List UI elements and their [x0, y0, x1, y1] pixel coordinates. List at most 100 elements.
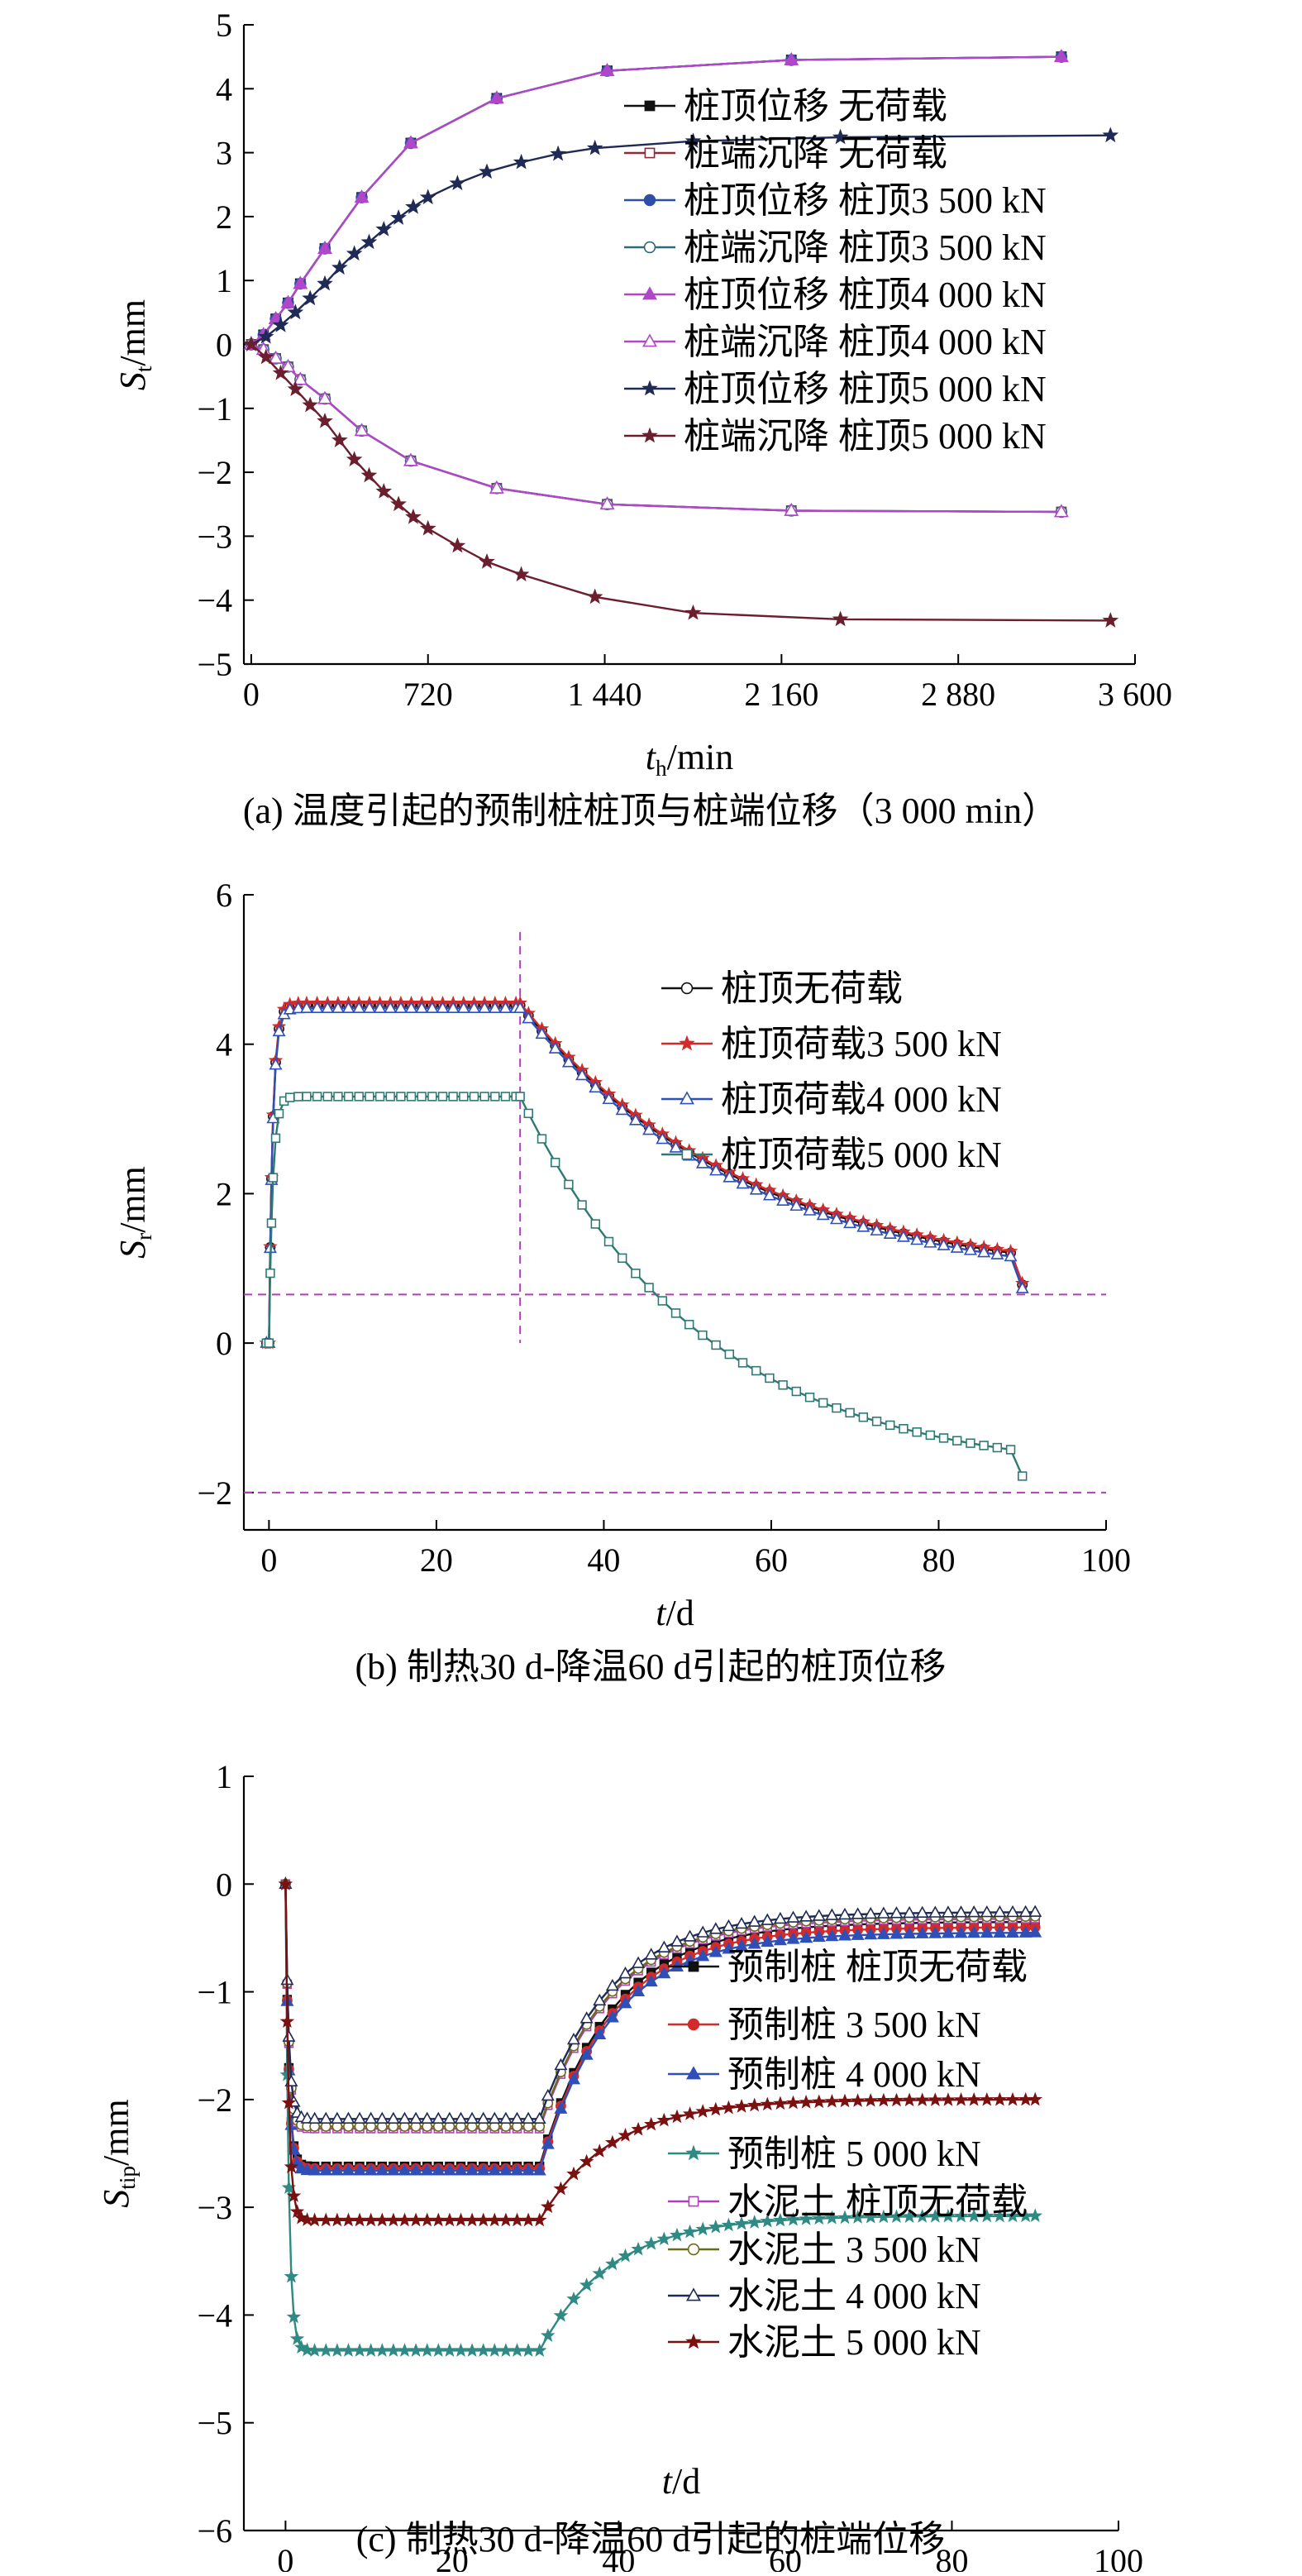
data-point — [427, 1092, 437, 1102]
data-point — [417, 1092, 427, 1102]
data-point — [287, 380, 304, 397]
y-tick-label: −1 — [197, 390, 232, 428]
data-point — [980, 2091, 994, 2106]
data-point — [747, 1937, 761, 1949]
data-point — [419, 189, 436, 205]
x-axis-label: t/d — [662, 2461, 700, 2502]
data-point — [264, 1338, 274, 1348]
data-point — [786, 1910, 800, 1923]
data-point — [912, 1427, 922, 1437]
data-point — [863, 2093, 878, 2107]
data-point — [331, 1001, 345, 1014]
legend-item: 桩顶位移 桩顶3 500 kN — [624, 180, 1047, 221]
x-tick-label: 100 — [1081, 1541, 1131, 1579]
data-point — [708, 1945, 723, 1957]
data-point — [938, 1433, 949, 1443]
data-point — [773, 2212, 788, 2227]
legend-marker — [686, 2066, 701, 2080]
data-point — [858, 1412, 869, 1422]
data-point — [773, 1933, 787, 1946]
data-point — [966, 1438, 975, 1448]
data-point — [465, 2111, 479, 2124]
legend-label: 预制桩 3 500 kN — [727, 2005, 981, 2045]
data-point — [532, 2343, 547, 2357]
data-point — [274, 1108, 284, 1119]
data-point — [593, 2027, 607, 2040]
data-point — [523, 1108, 533, 1119]
data-point — [282, 2029, 296, 2042]
data-point — [532, 2212, 547, 2227]
data-point — [317, 412, 333, 428]
data-point — [299, 1001, 313, 1014]
data-point — [708, 2101, 723, 2116]
y-tick-label: 2 — [216, 198, 232, 236]
data-point — [734, 2215, 749, 2230]
legend-marker — [680, 1091, 694, 1105]
data-point — [683, 1929, 697, 1942]
legend-item: 桩顶荷载4 000 kN — [661, 1079, 1002, 1120]
data-point — [928, 2208, 943, 2223]
data-point — [280, 294, 296, 308]
legend-item: 桩顶荷载5 000 kN — [661, 1135, 1002, 1175]
data-point — [449, 537, 466, 553]
data-point — [454, 2163, 468, 2176]
x-tick-label: 40 — [587, 1541, 620, 1579]
x-tick-label: 100 — [1094, 2542, 1143, 2572]
data-point — [876, 1906, 890, 1919]
x-tick-label: 60 — [769, 2542, 802, 2572]
legend-item: 桩端沉降 桩顶3 500 kN — [624, 227, 1047, 268]
data-point — [1018, 1471, 1028, 1481]
data-point — [954, 1905, 968, 1918]
data-point — [979, 1441, 989, 1450]
data-point — [286, 2309, 302, 2324]
data-point — [941, 1926, 955, 1938]
y-tick-label: 1 — [216, 262, 232, 299]
data-point — [837, 2210, 852, 2225]
y-tick-label: 0 — [216, 1866, 232, 1903]
data-point — [396, 1092, 406, 1102]
data-point — [786, 1932, 800, 1944]
data-point — [322, 1092, 332, 1102]
legend-marker — [642, 333, 657, 347]
data-point — [459, 1092, 469, 1102]
data-point — [515, 1092, 525, 1102]
data-point — [843, 1216, 857, 1229]
data-point — [889, 1927, 904, 1939]
data-point — [353, 2111, 367, 2124]
data-point — [319, 2111, 333, 2124]
legend-item: 水泥土 4 000 kN — [668, 2276, 981, 2316]
data-point — [522, 2163, 536, 2176]
y-tick-label: 0 — [216, 327, 232, 364]
data-point — [398, 2163, 412, 2176]
data-point — [837, 1928, 852, 1941]
data-point — [1102, 127, 1119, 143]
data-point — [489, 90, 504, 104]
x-tick-label: 40 — [602, 2542, 635, 2572]
x-tick-label: 720 — [403, 676, 453, 713]
data-point — [467, 1001, 481, 1014]
legend-marker — [686, 2287, 701, 2301]
data-point — [941, 1905, 955, 1918]
y-tick-label: −2 — [197, 2081, 232, 2119]
data-point — [579, 2153, 594, 2168]
data-point — [284, 2268, 299, 2283]
data-point — [1053, 504, 1069, 518]
data-point — [476, 2111, 490, 2124]
data-point — [293, 371, 308, 385]
data-point — [270, 1133, 281, 1144]
data-point — [488, 2111, 502, 2124]
legend-label: 预制桩 桩顶无荷载 — [727, 1947, 1028, 1987]
chart-panel-1: −5 −4 −3 −2 −1 0 1 2 3 4 5 0 720 1 440 2 160 2 880 3 600… — [112, 7, 1172, 831]
data-point — [302, 289, 318, 306]
data-point — [425, 1001, 439, 1014]
series-8 — [243, 336, 1119, 628]
data-point — [272, 1024, 286, 1037]
data-point — [385, 1092, 395, 1102]
y-tick-label: 4 — [216, 70, 232, 108]
data-point — [889, 2209, 904, 2224]
data-point — [791, 1386, 802, 1397]
data-point — [724, 1349, 735, 1360]
